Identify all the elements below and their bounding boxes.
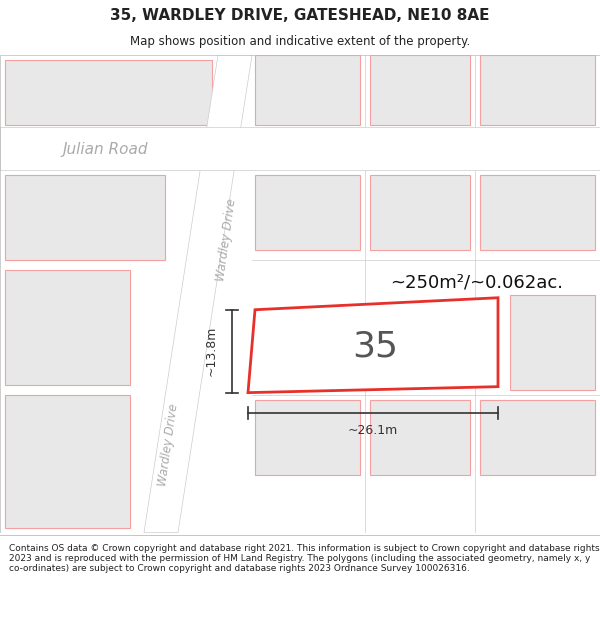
Polygon shape: [0, 127, 600, 170]
Polygon shape: [144, 55, 252, 532]
Polygon shape: [5, 60, 212, 125]
Polygon shape: [480, 175, 595, 250]
Polygon shape: [510, 295, 595, 389]
Text: ~26.1m: ~26.1m: [348, 424, 398, 437]
Polygon shape: [370, 175, 470, 250]
Text: ~250m²/~0.062ac.: ~250m²/~0.062ac.: [390, 274, 563, 292]
Polygon shape: [248, 298, 498, 392]
Polygon shape: [5, 270, 130, 384]
Text: Wardley Drive: Wardley Drive: [214, 198, 238, 282]
Text: Map shows position and indicative extent of the property.: Map shows position and indicative extent…: [130, 35, 470, 48]
Polygon shape: [255, 175, 360, 250]
Text: Wardley Drive: Wardley Drive: [156, 402, 180, 487]
Polygon shape: [480, 399, 595, 474]
Polygon shape: [5, 394, 130, 528]
Polygon shape: [5, 175, 165, 260]
Polygon shape: [370, 399, 470, 474]
Polygon shape: [370, 55, 470, 125]
Polygon shape: [480, 55, 595, 125]
Text: 35: 35: [352, 330, 398, 364]
Polygon shape: [255, 55, 360, 125]
Text: ~13.8m: ~13.8m: [205, 326, 218, 376]
Text: 35, WARDLEY DRIVE, GATESHEAD, NE10 8AE: 35, WARDLEY DRIVE, GATESHEAD, NE10 8AE: [110, 8, 490, 23]
Text: Julian Road: Julian Road: [62, 142, 148, 158]
Polygon shape: [255, 399, 360, 474]
Text: Contains OS data © Crown copyright and database right 2021. This information is : Contains OS data © Crown copyright and d…: [9, 544, 599, 573]
